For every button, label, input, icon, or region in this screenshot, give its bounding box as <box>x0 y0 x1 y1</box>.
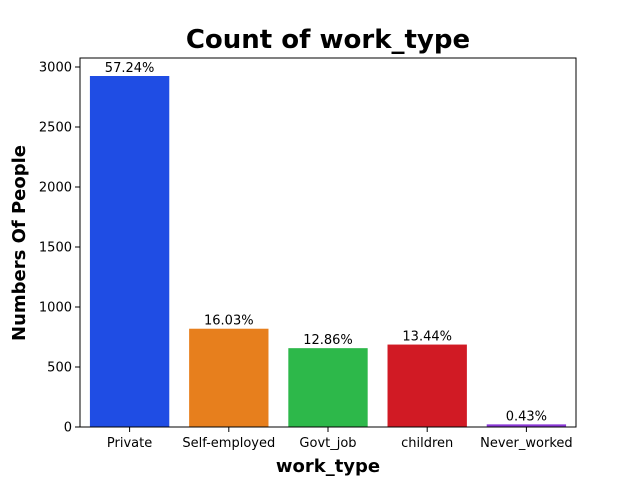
data-label: 57.24% <box>105 61 155 76</box>
x-tick-label: children <box>401 436 453 451</box>
x-tick-label: Private <box>107 436 152 451</box>
y-tick-label: 500 <box>47 361 72 376</box>
bar-private <box>89 76 170 427</box>
y-tick-label: 1500 <box>39 241 72 256</box>
bar-self-employed <box>189 328 269 427</box>
x-axis-label: work_type <box>276 456 380 477</box>
bar-never-worked <box>486 424 567 427</box>
y-axis-label: Numbers Of People <box>9 145 30 341</box>
chart-title: Count of work_type <box>186 25 470 55</box>
x-axis: Private Self-employed Govt_job children Neve… <box>107 427 573 451</box>
bar-govt-job <box>288 348 368 427</box>
x-tick-label: Never_worked <box>480 436 573 451</box>
data-label: 0.43% <box>506 409 547 424</box>
y-axis: 0 500 1000 1500 2000 2500 3000 <box>39 61 80 436</box>
bar-children <box>387 344 467 427</box>
y-tick-label: 0 <box>64 421 72 436</box>
x-tick-label: Self-employed <box>182 436 275 451</box>
y-tick-label: 2500 <box>39 121 72 136</box>
x-tick-label: Govt_job <box>299 436 356 451</box>
plot-area: 57.24% 16.03% 12.86% 13.44% 0.43% <box>89 61 567 427</box>
data-label: 16.03% <box>204 314 254 329</box>
data-label: 12.86% <box>303 333 353 348</box>
y-tick-label: 3000 <box>39 61 72 76</box>
y-tick-label: 2000 <box>39 181 72 196</box>
y-tick-label: 1000 <box>39 301 72 316</box>
data-label: 13.44% <box>402 330 452 345</box>
